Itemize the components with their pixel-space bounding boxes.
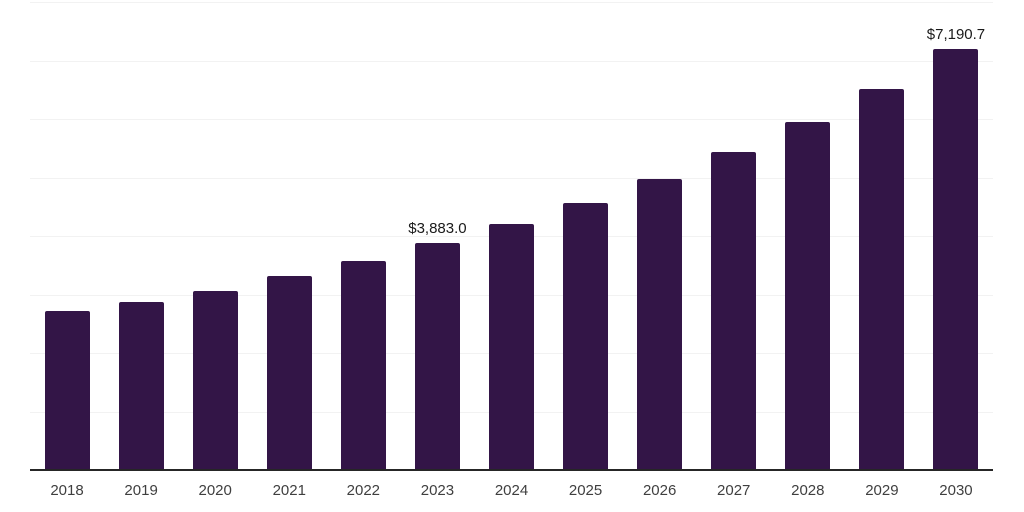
x-axis-tick-label-2022: 2022 bbox=[346, 482, 381, 499]
x-axis-tick-label-2027: 2027 bbox=[717, 482, 751, 499]
x-axis-tick-label-2028: 2028 bbox=[791, 482, 825, 499]
x-axis-tick-label-2025: 2025 bbox=[568, 482, 603, 499]
bar-2020 bbox=[192, 291, 238, 470]
gridline bbox=[30, 2, 993, 3]
bar-2027 bbox=[711, 152, 757, 470]
x-axis-tick-label-2023: 2023 bbox=[420, 482, 455, 499]
bar-2030 bbox=[933, 49, 979, 470]
x-axis-tick-label-2020: 2020 bbox=[198, 482, 232, 499]
bar-2029 bbox=[859, 88, 905, 470]
x-axis-line bbox=[30, 469, 993, 471]
x-axis-tick-label-2024: 2024 bbox=[494, 482, 529, 499]
bar-2024 bbox=[489, 223, 534, 470]
x-axis-tick-label-2026: 2026 bbox=[642, 482, 677, 499]
x-axis-tick-label-2018: 2018 bbox=[50, 482, 84, 499]
gridline bbox=[30, 60, 993, 62]
x-axis-tick-label-2019: 2019 bbox=[124, 482, 158, 499]
bar-value-label-2030: $7,190.7 bbox=[926, 26, 986, 44]
bar-2021 bbox=[266, 276, 312, 470]
x-axis-tick-label-2021: 2021 bbox=[272, 482, 306, 499]
bar-value-label-2023: $3,883.0 bbox=[408, 219, 467, 237]
x-axis-tick-label-2029: 2029 bbox=[865, 482, 899, 499]
bar-2018 bbox=[44, 310, 90, 470]
gridline bbox=[30, 177, 993, 179]
gridline bbox=[30, 119, 993, 120]
bar-2025 bbox=[563, 203, 609, 470]
bar-2023 bbox=[414, 242, 460, 470]
bar-2019 bbox=[118, 301, 164, 470]
x-axis-labels: 2018 2019 2020 2021 2022 2023 2024 2025 2026 2027… bbox=[30, 479, 993, 503]
bar-2026 bbox=[637, 179, 683, 470]
plot-area: $3,883.0 $7,190.7 bbox=[30, 2, 993, 471]
bar-2022 bbox=[340, 261, 386, 470]
x-axis-tick-label-2030: 2030 bbox=[939, 482, 973, 499]
bar-2028 bbox=[785, 121, 831, 470]
